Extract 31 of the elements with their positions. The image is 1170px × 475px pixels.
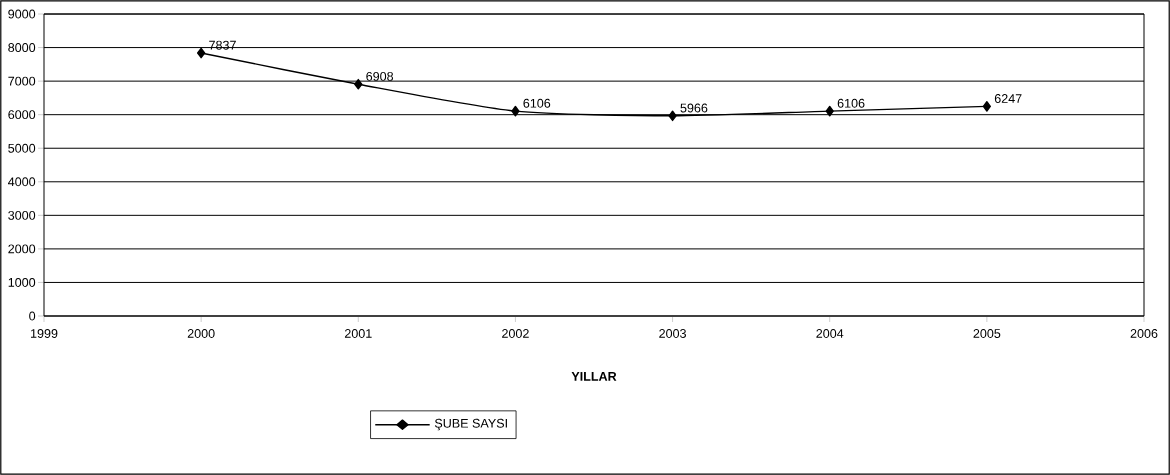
point — [197, 47, 206, 59]
y-tick-label: 0 — [29, 311, 36, 321]
y-tick-label: 7000 — [8, 76, 36, 86]
y-tick-label: 1000 — [8, 277, 36, 287]
y-tick-label: 9000 — [8, 9, 36, 19]
y-tick-label: 6000 — [8, 110, 36, 120]
data-label: 6247 — [994, 94, 1022, 103]
x-tick-label: 2004 — [816, 329, 844, 338]
point — [511, 105, 520, 117]
data-label: 6908 — [366, 71, 394, 81]
data-label: 6106 — [837, 98, 865, 108]
point — [354, 78, 363, 90]
y-tick-label: 3000 — [8, 210, 36, 220]
x-tick-label: 2005 — [973, 329, 1001, 338]
x-axis-title: YILLAR — [571, 372, 617, 381]
legend-label: ŞUBE SAYSI — [434, 418, 507, 431]
x-tick-label: 2003 — [659, 329, 686, 338]
y-tick-label: 8000 — [8, 43, 36, 53]
x-tick-label: 2002 — [502, 329, 529, 338]
data-label: 5966 — [680, 103, 708, 113]
point — [982, 101, 991, 112]
x-tick-label: 2006 — [1130, 329, 1158, 338]
x-tick-label: 2001 — [344, 329, 372, 338]
y-tick-label: 2000 — [8, 244, 36, 254]
y-tick-label: 4000 — [8, 177, 36, 187]
point — [668, 110, 677, 122]
x-tick-label: 2000 — [187, 329, 215, 338]
y-tick-label: 5000 — [8, 143, 36, 153]
point — [825, 105, 834, 117]
data-label: 6106 — [523, 98, 551, 108]
x-tick-label: 1999 — [31, 329, 58, 338]
